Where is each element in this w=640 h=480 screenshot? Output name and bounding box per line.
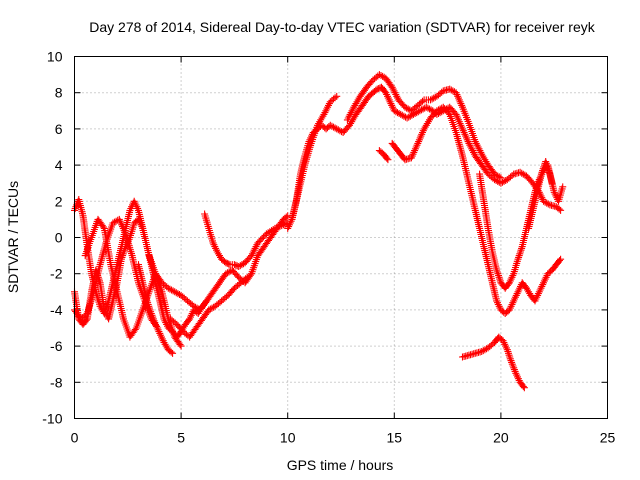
y-tick-label: 10: [47, 49, 63, 65]
data-points: [145, 212, 292, 314]
data-layer: [71, 71, 567, 392]
series-trace-9: [284, 83, 565, 232]
series-trace-10: [288, 92, 341, 223]
data-points: [375, 147, 392, 164]
axis-ticks: 0 5 10 15 20 25 -10 -8 -6 -4 -2 0 2 4 6 8 10: [42, 49, 615, 446]
series-trace-11: [343, 71, 505, 182]
data-points: [343, 71, 505, 182]
x-tick-label: 25: [600, 430, 616, 446]
data-points: [288, 92, 341, 223]
series-trace-12: [388, 103, 565, 317]
y-tick-label: -2: [50, 266, 63, 282]
y-tick-label: 8: [55, 85, 63, 101]
series-trace-8: [166, 273, 251, 341]
y-tick-label: 6: [55, 121, 63, 137]
y-tick-label: -4: [50, 302, 63, 318]
y-tick-label: 2: [55, 193, 63, 209]
chart-title: Day 278 of 2014, Sidereal Day-to-day VTE…: [89, 19, 595, 35]
x-tick-label: 20: [493, 430, 509, 446]
data-points: [525, 158, 567, 232]
data-points: [201, 210, 292, 270]
series-trace-15: [459, 333, 528, 392]
series-trace-13: [375, 147, 392, 164]
data-points: [459, 333, 528, 392]
series-trace-5: [135, 261, 177, 357]
grid-layer: [74, 56, 608, 419]
series-trace-6: [145, 212, 292, 314]
y-tick-label: -6: [50, 338, 63, 354]
data-points: [81, 215, 185, 350]
y-axis-label: SDTVAR / TECUs: [5, 181, 21, 293]
series-trace-4: [81, 215, 185, 350]
x-tick-label: 5: [177, 430, 185, 446]
x-tick-label: 0: [71, 430, 79, 446]
series-trace-16: [525, 158, 567, 232]
data-points: [135, 261, 177, 357]
x-tick-label: 10: [280, 430, 296, 446]
data-points: [166, 273, 251, 341]
y-tick-label: 0: [55, 230, 63, 246]
y-tick-label: -10: [42, 411, 62, 427]
data-points: [284, 83, 565, 232]
y-tick-label: 4: [55, 157, 63, 173]
data-points: [388, 103, 565, 317]
y-tick-label: -8: [50, 374, 63, 390]
series-trace-7: [201, 210, 292, 270]
x-tick-label: 15: [387, 430, 403, 446]
x-axis-label: GPS time / hours: [287, 457, 394, 473]
plot-frame: [74, 56, 608, 419]
